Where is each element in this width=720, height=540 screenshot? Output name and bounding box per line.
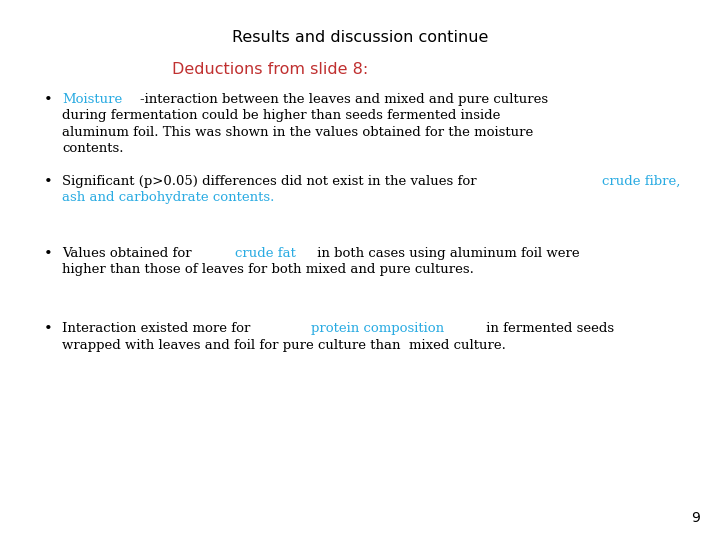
Text: Significant (p>0.05) differences did not exist in the values for: Significant (p>0.05) differences did not… bbox=[62, 175, 481, 188]
Text: in both cases using aluminum foil were: in both cases using aluminum foil were bbox=[313, 247, 580, 260]
Text: aluminum foil. This was shown in the values obtained for the moisture: aluminum foil. This was shown in the val… bbox=[62, 126, 534, 139]
Text: •: • bbox=[44, 175, 53, 189]
Text: contents.: contents. bbox=[62, 143, 124, 156]
Text: •: • bbox=[44, 93, 53, 107]
Text: Values obtained for: Values obtained for bbox=[62, 247, 196, 260]
Text: Results and discussion continue: Results and discussion continue bbox=[232, 30, 488, 45]
Text: crude fibre,: crude fibre, bbox=[603, 175, 681, 188]
Text: Deductions from slide 8:: Deductions from slide 8: bbox=[172, 62, 368, 77]
Text: in fermented seeds: in fermented seeds bbox=[482, 322, 614, 335]
Text: 9: 9 bbox=[691, 511, 700, 525]
Text: ash and carbohydrate contents.: ash and carbohydrate contents. bbox=[62, 192, 274, 205]
Text: Interaction existed more for: Interaction existed more for bbox=[62, 322, 255, 335]
Text: •: • bbox=[44, 247, 53, 261]
Text: wrapped with leaves and foil for pure culture than  mixed culture.: wrapped with leaves and foil for pure cu… bbox=[62, 339, 506, 352]
Text: during fermentation could be higher than seeds fermented inside: during fermentation could be higher than… bbox=[62, 110, 500, 123]
Text: protein composition: protein composition bbox=[310, 322, 444, 335]
Text: crude fat: crude fat bbox=[235, 247, 296, 260]
Text: •: • bbox=[44, 322, 53, 336]
Text: -interaction between the leaves and mixed and pure cultures: -interaction between the leaves and mixe… bbox=[140, 93, 548, 106]
Text: Moisture: Moisture bbox=[62, 93, 122, 106]
Text: higher than those of leaves for both mixed and pure cultures.: higher than those of leaves for both mix… bbox=[62, 264, 474, 276]
